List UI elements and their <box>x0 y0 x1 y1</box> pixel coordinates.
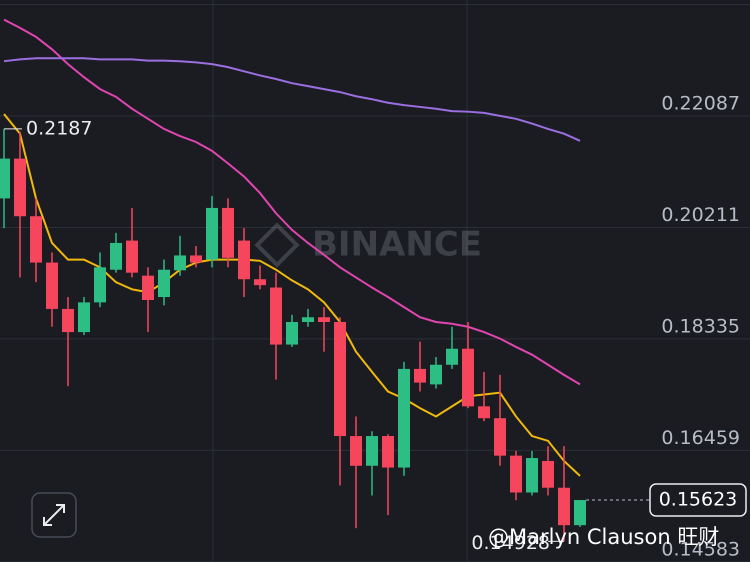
low-marker-label: 0.14928 <box>471 532 550 554</box>
y-tick-label: 0.16459 <box>661 427 740 449</box>
candle-body <box>238 240 250 280</box>
candle-body <box>222 207 234 258</box>
candle-body <box>302 317 314 322</box>
plot: 0.2187 0.14928 <box>0 18 650 554</box>
y-tick-label: 0.18335 <box>661 315 740 337</box>
candle-body <box>206 207 218 260</box>
expand-icon[interactable] <box>43 504 65 526</box>
moving-average-line <box>3 18 581 386</box>
candle-body <box>334 321 346 437</box>
candle-body <box>14 158 26 217</box>
watermark: BINANCE <box>254 222 482 268</box>
candle-body <box>398 368 410 468</box>
y-tick-label: 0.22087 <box>661 93 740 115</box>
credit-watermark: @Marlyn Clauson 旺财 <box>488 525 719 549</box>
y-tick-label: 0.23963 <box>661 0 740 3</box>
candle-body <box>126 240 138 273</box>
candle-body <box>478 406 490 419</box>
axis-labels: 0.23963 0.22087 0.20211 0.18335 0.16459 0.145… <box>649 0 747 560</box>
y-tick-label: 0.14583 <box>661 538 740 560</box>
candle-body <box>174 255 186 271</box>
candle-body <box>462 348 474 407</box>
candle-body <box>158 269 170 298</box>
price-label: 0.15623 <box>659 489 738 511</box>
candle-body <box>0 158 10 199</box>
candle-body <box>382 436 394 468</box>
candle-body <box>494 418 506 456</box>
candle-body <box>46 262 58 309</box>
moving-average-line <box>3 57 581 142</box>
candle-body <box>94 267 106 303</box>
candle-body <box>190 255 202 263</box>
candle-body <box>30 216 42 263</box>
candle-body <box>526 458 538 493</box>
candle-body <box>62 308 74 333</box>
high-marker-label: 0.2187 <box>26 117 92 139</box>
candle-body <box>110 242 122 270</box>
candle-body <box>318 317 330 322</box>
candle-body <box>350 436 362 466</box>
candle-body <box>446 348 458 365</box>
watermark-logo <box>254 222 300 268</box>
watermark-text: BINANCE <box>312 225 482 265</box>
candle-body <box>254 279 266 286</box>
candle-body <box>510 455 522 493</box>
candle-body <box>142 275 154 301</box>
candle-body <box>542 461 554 488</box>
candle-body <box>558 487 570 526</box>
candle-body <box>574 500 586 526</box>
candle-body <box>366 436 378 466</box>
candle-body <box>414 368 426 383</box>
candle-body <box>286 321 298 345</box>
candle-body <box>78 302 90 333</box>
y-tick-label: 0.20211 <box>661 204 740 226</box>
price-box <box>649 483 747 517</box>
expand-button[interactable] <box>31 492 77 538</box>
candle-body <box>430 364 442 385</box>
candle-body <box>270 287 282 345</box>
